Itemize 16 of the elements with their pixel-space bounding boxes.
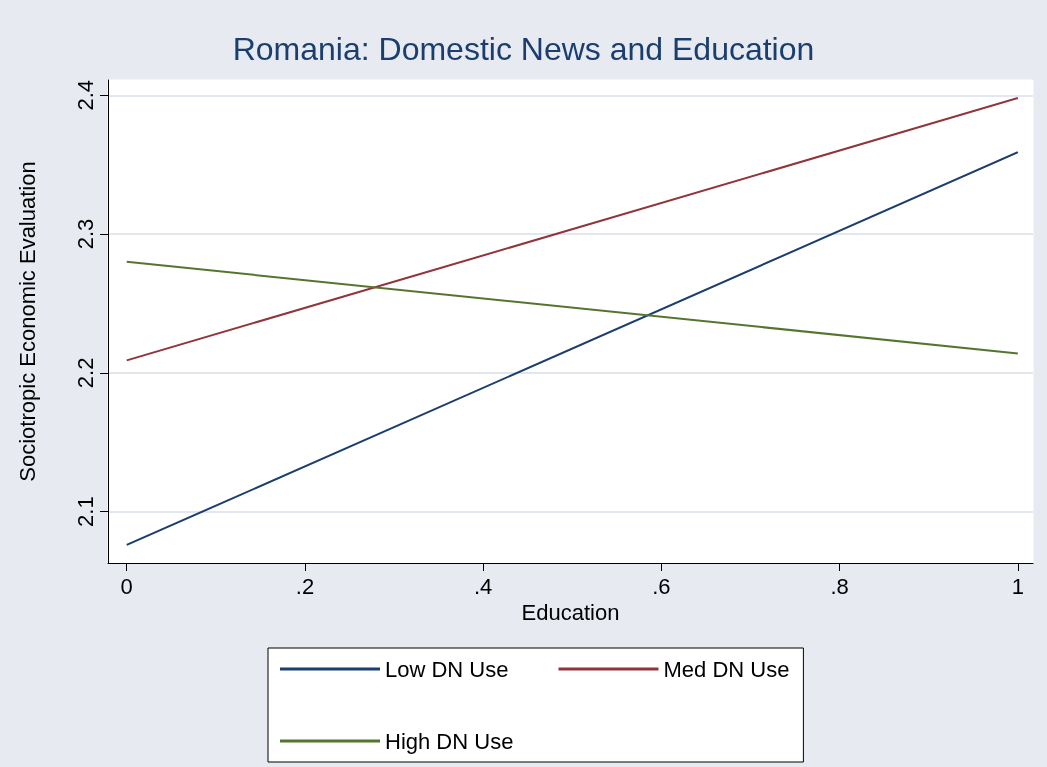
y-axis-title: Sociotropic Economic Evaluation	[14, 161, 40, 482]
x-tick-label: 0	[120, 573, 133, 599]
x-tick-label: .4	[473, 573, 493, 599]
chart-title: Romania: Domestic News and Education	[232, 31, 815, 67]
x-axis-title: Education	[521, 600, 620, 626]
legend-label: High DN Use	[385, 728, 514, 754]
legend-label: Med DN Use	[663, 656, 790, 682]
x-tick-label: .6	[652, 573, 671, 599]
y-tick-label: 2.3	[72, 218, 98, 250]
legend-label: Low DN Use	[385, 656, 509, 682]
x-tick-label: 1	[1011, 573, 1024, 599]
x-tick-label: .8	[830, 573, 849, 599]
y-tick-label: 2.2	[72, 357, 98, 389]
y-tick-label: 2.4	[72, 79, 98, 111]
y-tick-label: 2.1	[72, 496, 98, 527]
x-tick-label: .2	[295, 573, 315, 599]
